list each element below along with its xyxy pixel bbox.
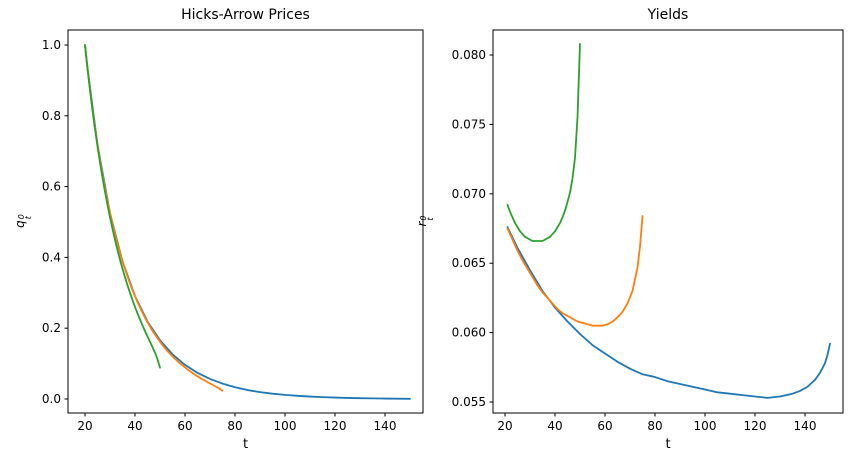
y-tick-label: 0.0 [42,392,61,406]
y-tick-label: 0.080 [452,48,486,62]
x-tick-label: 120 [324,419,347,433]
left-y-axis-label-sub: t [23,216,33,220]
x-tick-label: 60 [597,419,612,433]
x-tick-label: 80 [227,419,242,433]
x-tick-label: 40 [127,419,142,433]
x-tick-label: 60 [177,419,192,433]
y-tick-label: 1.0 [42,38,61,52]
series-line-yield-horizon-75 [506,215,644,327]
hicks-arrow-prices-axes: 20 40 60 80 100 120 140 0.0 0.2 0.4 0.6 0.8 1.0 [42,29,424,433]
y-tick-label: 0.055 [452,395,486,409]
axes-spines [492,29,844,414]
x-tick-label: 100 [694,419,717,433]
series-line-yield-horizon-150 [506,226,831,399]
x-tick-label: 140 [794,419,817,433]
y-tick-label: 0.060 [452,326,486,340]
y-tick-label: 0.065 [452,256,486,270]
x-tick-label: 20 [77,419,92,433]
right-x-axis-label: t [665,437,671,452]
y-tick-label: 0.075 [452,117,486,131]
series-line-price-horizon-150 [84,44,411,400]
x-tick-label: 140 [374,419,397,433]
left-x-axis-label: t [242,437,249,452]
y-tick-label: 0.4 [42,250,61,264]
right-chart-title: Yields [647,7,689,23]
right-y-axis-label-base: r [414,221,429,227]
series-line-price-horizon-50 [84,44,161,369]
right-y-axis-label-sub: t [425,217,435,221]
y-tick-label: 0.8 [42,109,61,123]
left-chart-title: Hicks-Arrow Prices [181,7,310,23]
x-tick-label: 80 [647,419,662,433]
series-line-yield-horizon-50 [506,42,581,242]
x-tick-label: 120 [744,419,767,433]
x-tick-label: 20 [497,419,512,433]
y-tick-label: 0.6 [42,180,61,194]
y-tick-label: 0.2 [42,321,61,335]
x-tick-label: 40 [547,419,562,433]
axes-spines [67,29,424,414]
series-line-price-horizon-75 [84,44,224,392]
left-y-axis-label-base: q [12,220,27,228]
yields-axes: 20 40 60 80 100 120 140 0.055 0.060 0.065 0.070 0.0… [452,29,844,433]
x-tick-label: 100 [274,419,297,433]
y-tick-label: 0.070 [452,187,486,201]
